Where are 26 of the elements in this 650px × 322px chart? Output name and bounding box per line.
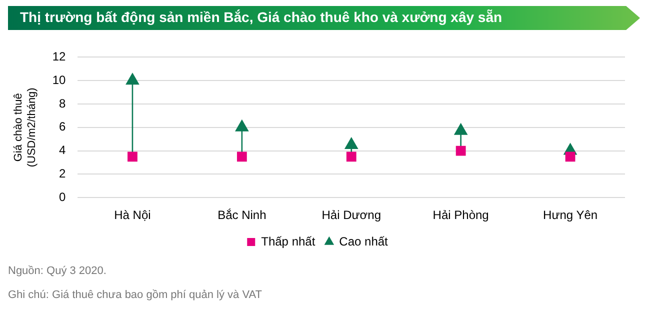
legend-label: Cao nhất (339, 234, 389, 248)
text: Nguồn: Quý 3 2020. (8, 265, 106, 277)
point (128, 152, 138, 162)
point (234, 119, 249, 132)
point (454, 122, 468, 135)
point (456, 146, 466, 156)
legend-label: Thấp nhất (261, 234, 316, 248)
y-tick-label: 4 (59, 143, 66, 158)
y-tick-label: 8 (59, 96, 66, 110)
y-tick-label: 2 (59, 166, 66, 181)
x-tick-label: Hà Nội (114, 208, 151, 222)
x-tick-label: Hải Dương (322, 208, 382, 222)
point (565, 152, 576, 162)
y-tick-label: 6 (59, 120, 66, 134)
y-tick-label: 12 (52, 50, 66, 64)
point (126, 72, 140, 85)
text: Ghi chú: Giá thuê chưa bao gồm phí quản lý và VAT (8, 289, 262, 301)
y-tick-label: 0 (59, 190, 66, 204)
y-axis-title: Giá chào thuê (USD/m2/tháng) (12, 88, 38, 168)
x-tick-label: Hải Phòng (432, 208, 489, 222)
x-tick-label: Bắc Ninh (218, 208, 266, 222)
point (346, 152, 356, 162)
point (236, 152, 247, 162)
y-tick-label: 10 (52, 72, 66, 87)
x-tick-label: Hưng Yên (543, 208, 598, 222)
chart-title: Thị trường bất động sản miền Bắc, Giá chào thuê kho và xưởng xây sẵn (20, 9, 502, 25)
